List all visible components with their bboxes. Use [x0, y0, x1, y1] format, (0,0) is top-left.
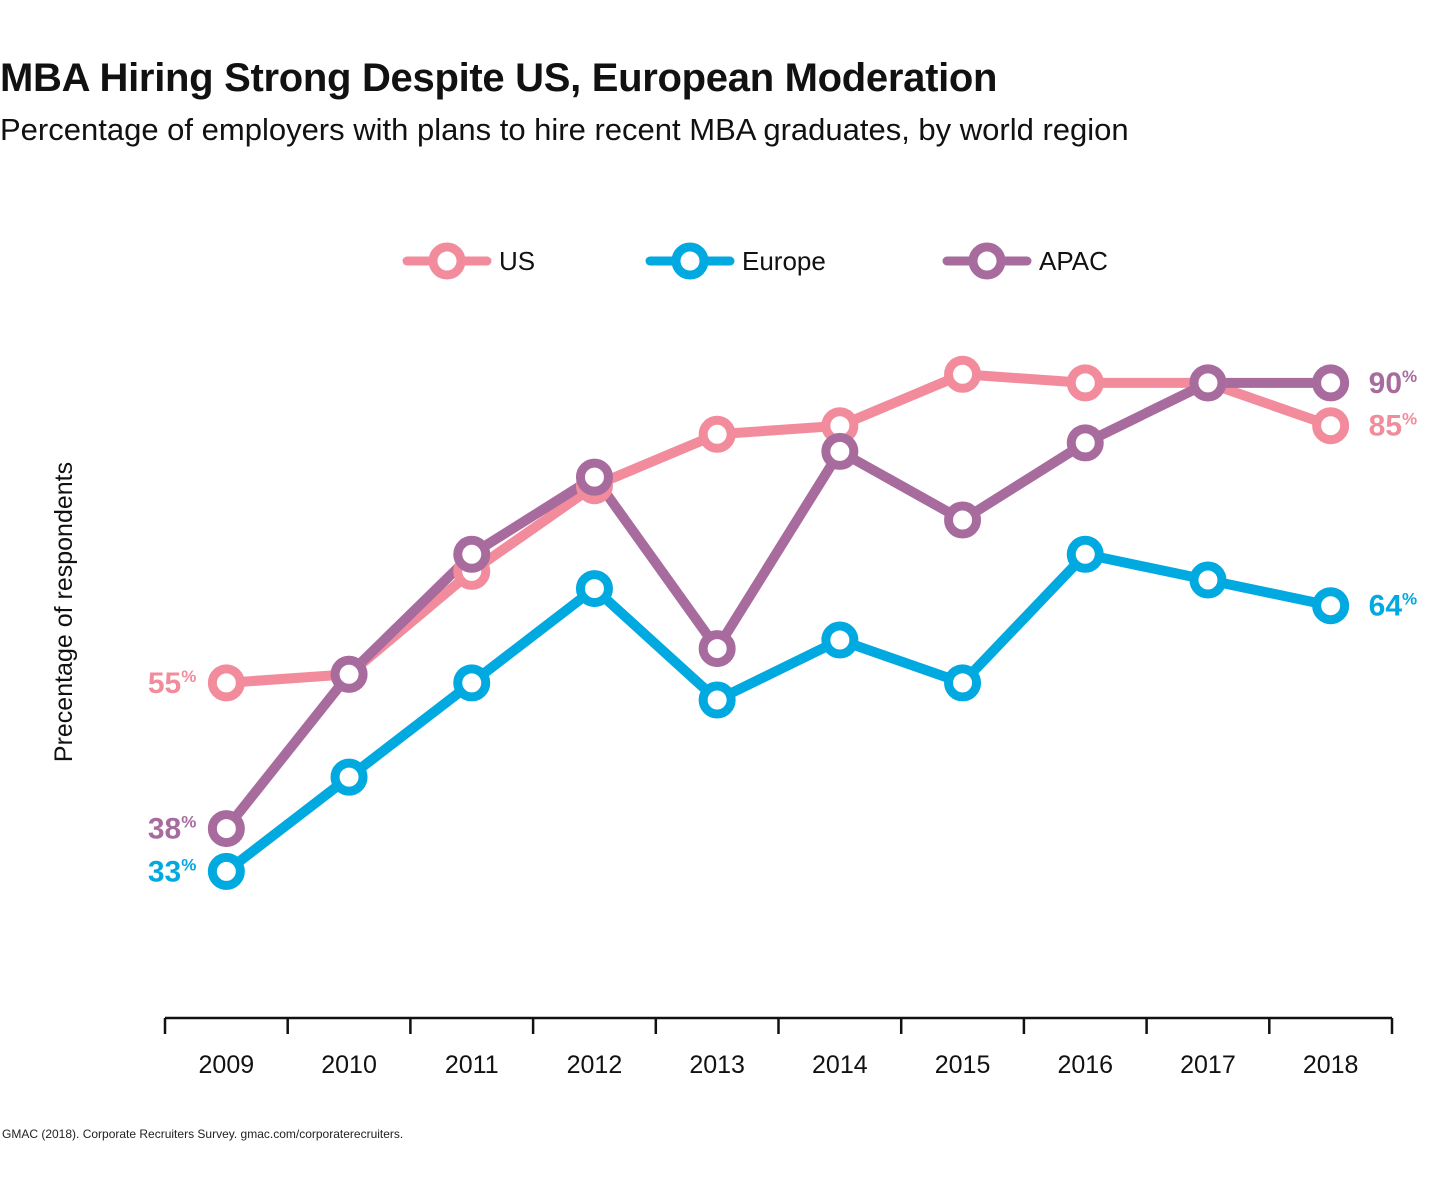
x-tick-label-2018: 2018	[1303, 1051, 1359, 1079]
x-tick-label-2010: 2010	[321, 1051, 377, 1079]
point-us-2016	[1066, 364, 1104, 402]
start-label-unit-us: %	[181, 667, 196, 686]
end-label-europe: 64%	[1369, 590, 1418, 623]
start-label-us: 55%	[148, 667, 197, 700]
point-apac-2011	[453, 535, 491, 573]
point-apac-2013	[698, 630, 736, 668]
legend-item-us: US	[402, 242, 535, 280]
point-europe-2012	[575, 570, 613, 608]
series-line-apac	[221, 377, 1336, 834]
start-label-unit-europe: %	[181, 855, 196, 874]
point-apac-2009	[207, 810, 245, 848]
point-europe-2009	[207, 852, 245, 890]
x-tick-label-2011: 2011	[445, 1051, 499, 1079]
point-europe-2015	[944, 664, 982, 702]
end-label-unit-apac: %	[1402, 367, 1417, 386]
start-label-apac: 38%	[148, 813, 197, 846]
x-tick-label-2014: 2014	[812, 1051, 868, 1079]
point-apac-2018	[1312, 364, 1350, 402]
chart-title: MBA Hiring Strong Despite US, European M…	[0, 56, 998, 100]
series-markers	[207, 355, 1350, 890]
series-lines	[221, 369, 1336, 877]
point-apac-2010	[330, 655, 368, 693]
point-europe-2016	[1066, 535, 1104, 573]
point-europe-2017	[1189, 561, 1227, 599]
end-label-apac: 90%	[1369, 367, 1418, 400]
start-label-unit-apac: %	[181, 813, 196, 832]
point-europe-2018	[1312, 587, 1350, 625]
legend-item-apac: APAC	[942, 242, 1108, 280]
legend-item-europe: Europe	[645, 242, 826, 280]
x-tick-label-2017: 2017	[1180, 1051, 1236, 1079]
source-note: GMAC (2018). Corporate Recruiters Survey…	[2, 1127, 404, 1141]
x-axis: 2009 2010 2011 2012 2013 2014 2015 2016 2017 2018	[163, 1016, 1394, 1079]
point-us-2018	[1312, 407, 1350, 445]
value-labels: 55% 85% 33% 64% 38% 90%	[148, 367, 1417, 889]
legend-marker-europe	[671, 242, 709, 280]
point-us-2009	[207, 664, 245, 702]
point-europe-2013	[698, 681, 736, 719]
point-europe-2010	[330, 758, 368, 796]
legend-label-us: US	[499, 246, 535, 276]
y-axis-label: Precentage of respondents	[50, 462, 78, 762]
point-apac-2016	[1066, 424, 1104, 462]
point-apac-2017	[1189, 364, 1227, 402]
point-us-2013	[698, 415, 736, 453]
point-us-2015	[944, 355, 982, 393]
x-tick-label-2012: 2012	[567, 1051, 623, 1079]
point-apac-2012	[575, 458, 613, 496]
point-europe-2011	[453, 664, 491, 702]
legend-label-apac: APAC	[1039, 246, 1108, 276]
end-label-unit-us: %	[1402, 410, 1417, 429]
series-line-us	[221, 369, 1336, 688]
legend-marker-us	[428, 242, 466, 280]
x-tick-label-2013: 2013	[689, 1051, 745, 1079]
chart-subtitle: Percentage of employers with plans to hi…	[0, 112, 1129, 147]
start-label-europe: 33%	[148, 855, 197, 888]
legend: US Europe APAC	[402, 242, 1108, 280]
x-tick-label-2016: 2016	[1057, 1051, 1113, 1079]
legend-label-europe: Europe	[742, 246, 826, 276]
end-label-us: 85%	[1369, 410, 1418, 443]
series-line-europe	[221, 549, 1336, 877]
x-tick-label-2009: 2009	[199, 1051, 255, 1079]
point-apac-2014	[821, 432, 859, 470]
legend-marker-apac	[968, 242, 1006, 280]
end-label-unit-europe: %	[1402, 590, 1417, 609]
x-tick-label-2015: 2015	[935, 1051, 991, 1079]
point-europe-2014	[821, 621, 859, 659]
point-apac-2015	[944, 501, 982, 539]
